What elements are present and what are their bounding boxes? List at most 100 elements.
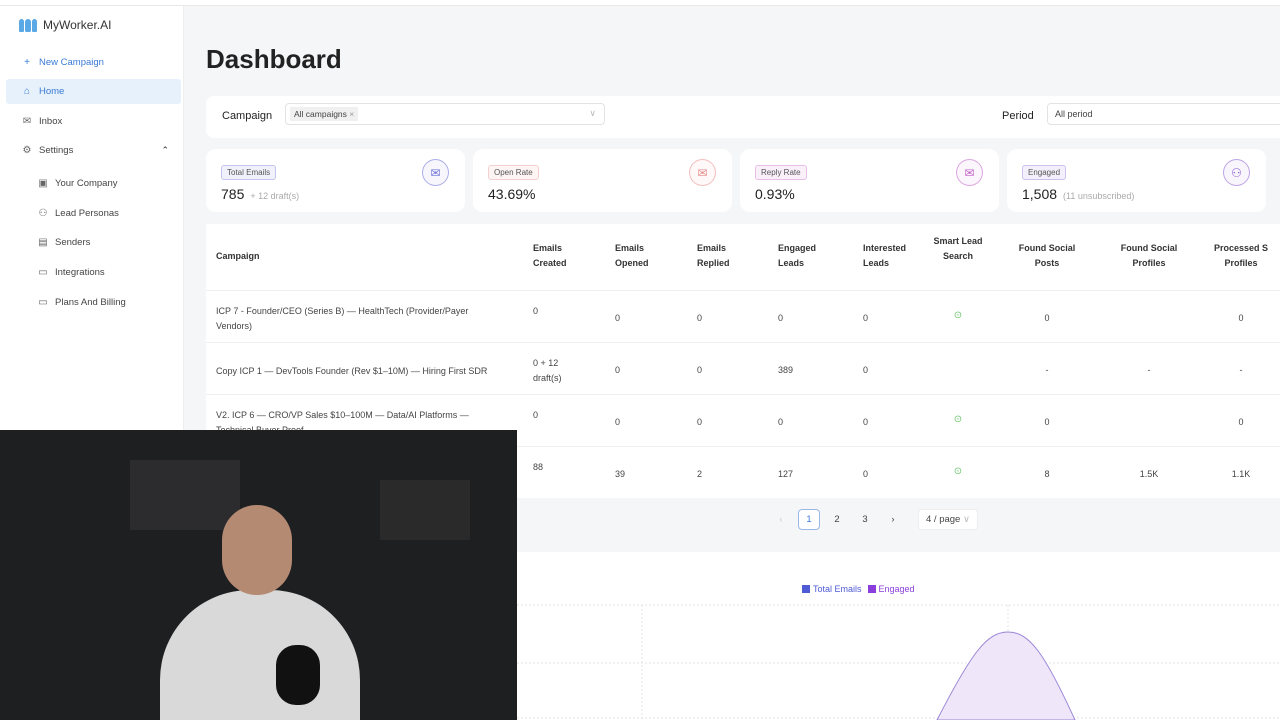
period-value: All period	[1055, 109, 1093, 119]
stat-card-reply-rate: Reply Rate 0.93% ✉	[740, 149, 999, 212]
page-1-button[interactable]: 1	[798, 509, 820, 530]
page-size-value: 4 / page	[926, 514, 961, 525]
table-cell: 0	[778, 313, 784, 323]
sidebar-item-new-campaign[interactable]: + New Campaign	[6, 50, 181, 75]
engaged-area	[936, 631, 1076, 720]
table-cell: 0	[615, 365, 621, 375]
table-cell: -	[1045, 365, 1049, 375]
column-header[interactable]: Smart Lead Search	[933, 236, 983, 261]
sidebar-item-senders[interactable]: ▤ Senders	[6, 230, 181, 255]
stat-label: Engaged	[1022, 165, 1067, 180]
prev-page-button[interactable]: ‹	[779, 514, 783, 525]
table-cell: 88	[533, 462, 544, 472]
sidebar-item-inbox[interactable]: ✉ Inbox	[6, 109, 181, 134]
logo[interactable]: MyWorker.AI	[19, 18, 111, 32]
page-size-select[interactable]: 4 / page ∨	[918, 509, 978, 530]
table-cell: Copy ICP 1 — DevTools Founder (Rev $1–10…	[216, 365, 488, 376]
filter-bar: Campaign All campaigns × ∨ Period All pe…	[206, 96, 1280, 138]
campaign-select[interactable]: All campaigns × ∨	[285, 103, 605, 125]
table-cell: 0	[1238, 417, 1244, 427]
table-row[interactable]: 88 39 2 127 0 ⊙ 8 1.5K 1.1K	[206, 446, 1280, 498]
table-cell: -	[1147, 365, 1151, 375]
stat-value: 1,508 (11 unsubscribed)	[1022, 186, 1134, 202]
legend-swatch	[867, 585, 876, 593]
sidebar-item-lead-personas[interactable]: ⚇ Lead Personas	[6, 201, 181, 226]
legend-engaged[interactable]: Engaged	[867, 584, 915, 594]
check-circle-icon: ⊙	[953, 310, 963, 321]
table-cell: 0	[615, 313, 621, 323]
table-cell: ICP 7 - Founder/CEO (Series B) — HealthT…	[216, 306, 469, 331]
column-header[interactable]: Processed S Profiles	[1213, 243, 1269, 268]
table-cell: 0	[533, 306, 539, 316]
home-icon: ⌂	[23, 86, 31, 97]
column-header[interactable]: Found Social Posts	[1018, 243, 1076, 268]
legend-total-emails[interactable]: Total Emails	[802, 584, 862, 594]
table-cell: 0	[863, 313, 869, 323]
top-bar	[0, 0, 1280, 6]
label: Senders	[55, 237, 91, 248]
table-cell: -	[1239, 365, 1243, 375]
table-cell: 0	[863, 469, 869, 479]
label: Inbox	[39, 116, 63, 127]
table-cell: 0	[1044, 417, 1050, 427]
label: New Campaign	[39, 57, 104, 68]
table-cell: 1.1K	[1231, 469, 1251, 479]
sidebar-item-plans-billing[interactable]: ▭ Plans And Billing	[6, 290, 181, 315]
period-select[interactable]: All period	[1047, 103, 1280, 125]
microphone	[276, 645, 320, 705]
table-cell: 2	[697, 469, 703, 479]
stat-card-total-emails: Total Emails 785 + 12 draft(s) ✉	[206, 149, 465, 212]
table-cell: 0	[863, 365, 869, 375]
next-page-button[interactable]: ›	[891, 514, 895, 525]
value: 43.69%	[488, 186, 536, 202]
legend-label: Total Emails	[813, 584, 862, 594]
sidebar-item-settings[interactable]: ⚙ Settings ⌃	[6, 138, 181, 163]
period-label: Period	[1002, 110, 1034, 122]
stat-sub: (11 unsubscribed)	[1063, 191, 1135, 201]
sidebar-item-home[interactable]: ⌂ Home	[6, 79, 181, 104]
column-header[interactable]: Engaged Leads	[778, 243, 817, 268]
close-icon[interactable]: ×	[349, 109, 355, 119]
open-rate-icon: ✉	[689, 159, 716, 186]
tag-label: All campaigns	[294, 109, 347, 119]
table-cell: 0	[1238, 313, 1244, 323]
table-cell: 127	[778, 469, 794, 479]
engaged-icon: ⚇	[1223, 159, 1250, 186]
table-cell: 0	[697, 313, 703, 323]
column-header[interactable]: Found Social Profiles	[1120, 243, 1178, 268]
column-header[interactable]: Campaign	[216, 251, 260, 261]
chevron-up-icon: ⌃	[161, 145, 169, 155]
table-row[interactable]: Copy ICP 1 — DevTools Founder (Rev $1–10…	[206, 342, 1280, 394]
stat-value: 43.69%	[488, 186, 541, 202]
card-icon: ▭	[38, 297, 48, 308]
campaign-label: Campaign	[222, 110, 273, 122]
page-title: Dashboard	[206, 44, 342, 74]
table-row[interactable]: ICP 7 - Founder/CEO (Series B) — HealthT…	[206, 290, 1280, 342]
column-header[interactable]: Interested Leads	[863, 243, 907, 268]
column-header[interactable]: Emails Opened	[615, 243, 649, 268]
value: 1,508	[1022, 186, 1058, 202]
label: Lead Personas	[55, 208, 119, 219]
table-cell: 0	[863, 417, 869, 427]
table-cell: 39	[615, 469, 626, 479]
card-icon: ▭	[38, 267, 48, 278]
sidebar-item-integrations[interactable]: ▭ Integrations	[6, 260, 181, 285]
table-cell: 0	[697, 365, 703, 375]
campaign-tag: All campaigns ×	[290, 107, 359, 121]
check-circle-icon: ⊙	[953, 466, 963, 477]
stat-value: 0.93%	[755, 186, 801, 202]
table-cell: 389	[778, 365, 794, 375]
page-2-button[interactable]: 2	[834, 514, 840, 525]
table-cell: 8	[1044, 469, 1050, 479]
column-header[interactable]: Emails Created	[533, 243, 567, 268]
mail-icon: ✉	[22, 116, 32, 127]
sidebar-item-your-company[interactable]: ▣ Your Company	[6, 171, 181, 196]
chevron-down-icon: ∨	[962, 514, 970, 525]
chart-legend: Total Emails Engaged	[802, 584, 915, 594]
stat-card-engaged: Engaged 1,508 (11 unsubscribed) ⚇	[1007, 149, 1266, 212]
table-cell: 0	[778, 417, 784, 427]
gear-icon: ⚙	[22, 145, 32, 156]
person	[160, 590, 360, 720]
column-header[interactable]: Emails Replied	[697, 243, 730, 268]
page-3-button[interactable]: 3	[862, 514, 868, 525]
